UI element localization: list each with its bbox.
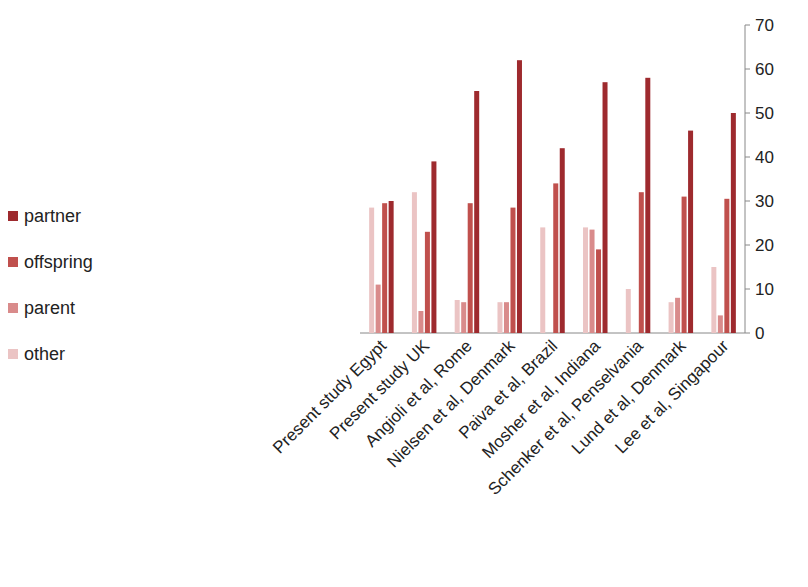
tick-label: 60 [755,60,774,79]
bar [590,230,595,333]
bar [517,60,522,333]
bar [731,113,736,333]
legend-label: offspring [24,252,93,272]
bar [497,302,502,333]
bar [461,302,466,333]
bar [547,333,552,334]
bar [474,91,479,333]
bar [596,249,601,333]
tick-mark [745,289,750,290]
bar [455,300,460,333]
bar [431,161,436,333]
bar [425,232,430,333]
tick-mark [745,245,750,246]
bar [718,315,723,333]
tick-mark [745,201,750,202]
tick-label: 50 [755,104,774,123]
legend-label: partner [24,206,81,226]
legend-label: parent [24,298,75,318]
bar [682,197,687,333]
y-axis-line [745,25,746,333]
legend-swatch [8,349,18,359]
bar [632,333,637,334]
tick-label: 0 [755,324,764,343]
bar [603,82,608,333]
y-axis: 0 10 20 30 40 50 60 70 [360,16,774,343]
bar [376,285,381,333]
x-axis-line [360,333,745,334]
bar [583,227,588,333]
bar [412,192,417,333]
bar [645,78,650,333]
legend-label: other [24,344,65,364]
bar [418,311,423,333]
tick-label: 40 [755,148,774,167]
legend-swatch [8,257,18,267]
bar [553,183,558,333]
tick-label: 10 [755,280,774,299]
legend-swatch [8,211,18,221]
bar [560,148,565,333]
tick-label: 20 [755,236,774,255]
tick-mark [745,69,750,70]
bar [369,208,374,333]
bar [626,289,631,333]
tick-label: 70 [755,16,774,35]
bar [688,131,693,333]
chart-container: 0 10 20 30 40 50 60 70 Present study EgyptPresen… [0,0,808,587]
tick-mark [745,333,750,334]
bar [675,298,680,333]
bar [504,302,509,333]
bar [382,203,387,333]
x-axis-labels: Present study EgyptPresent study UKAngio… [269,336,732,499]
legend-swatch [8,303,18,313]
category-label: Lee et al, Singapour [611,336,732,457]
bar [711,267,716,333]
bar [540,227,545,333]
tick-mark [745,157,750,158]
bar [639,192,644,333]
chart-svg: 0 10 20 30 40 50 60 70 Present study EgyptPresen… [0,0,808,587]
bar [389,201,394,333]
tick-label: 30 [755,192,774,211]
category-label: Schenker et al, Penselvania [484,336,647,499]
tick-mark [745,113,750,114]
bar [468,203,473,333]
bar [510,208,515,333]
bars [369,60,736,333]
bar [669,302,674,333]
legend: partner offspring parent other [8,206,93,364]
bar [724,199,729,333]
tick-mark [745,25,750,26]
